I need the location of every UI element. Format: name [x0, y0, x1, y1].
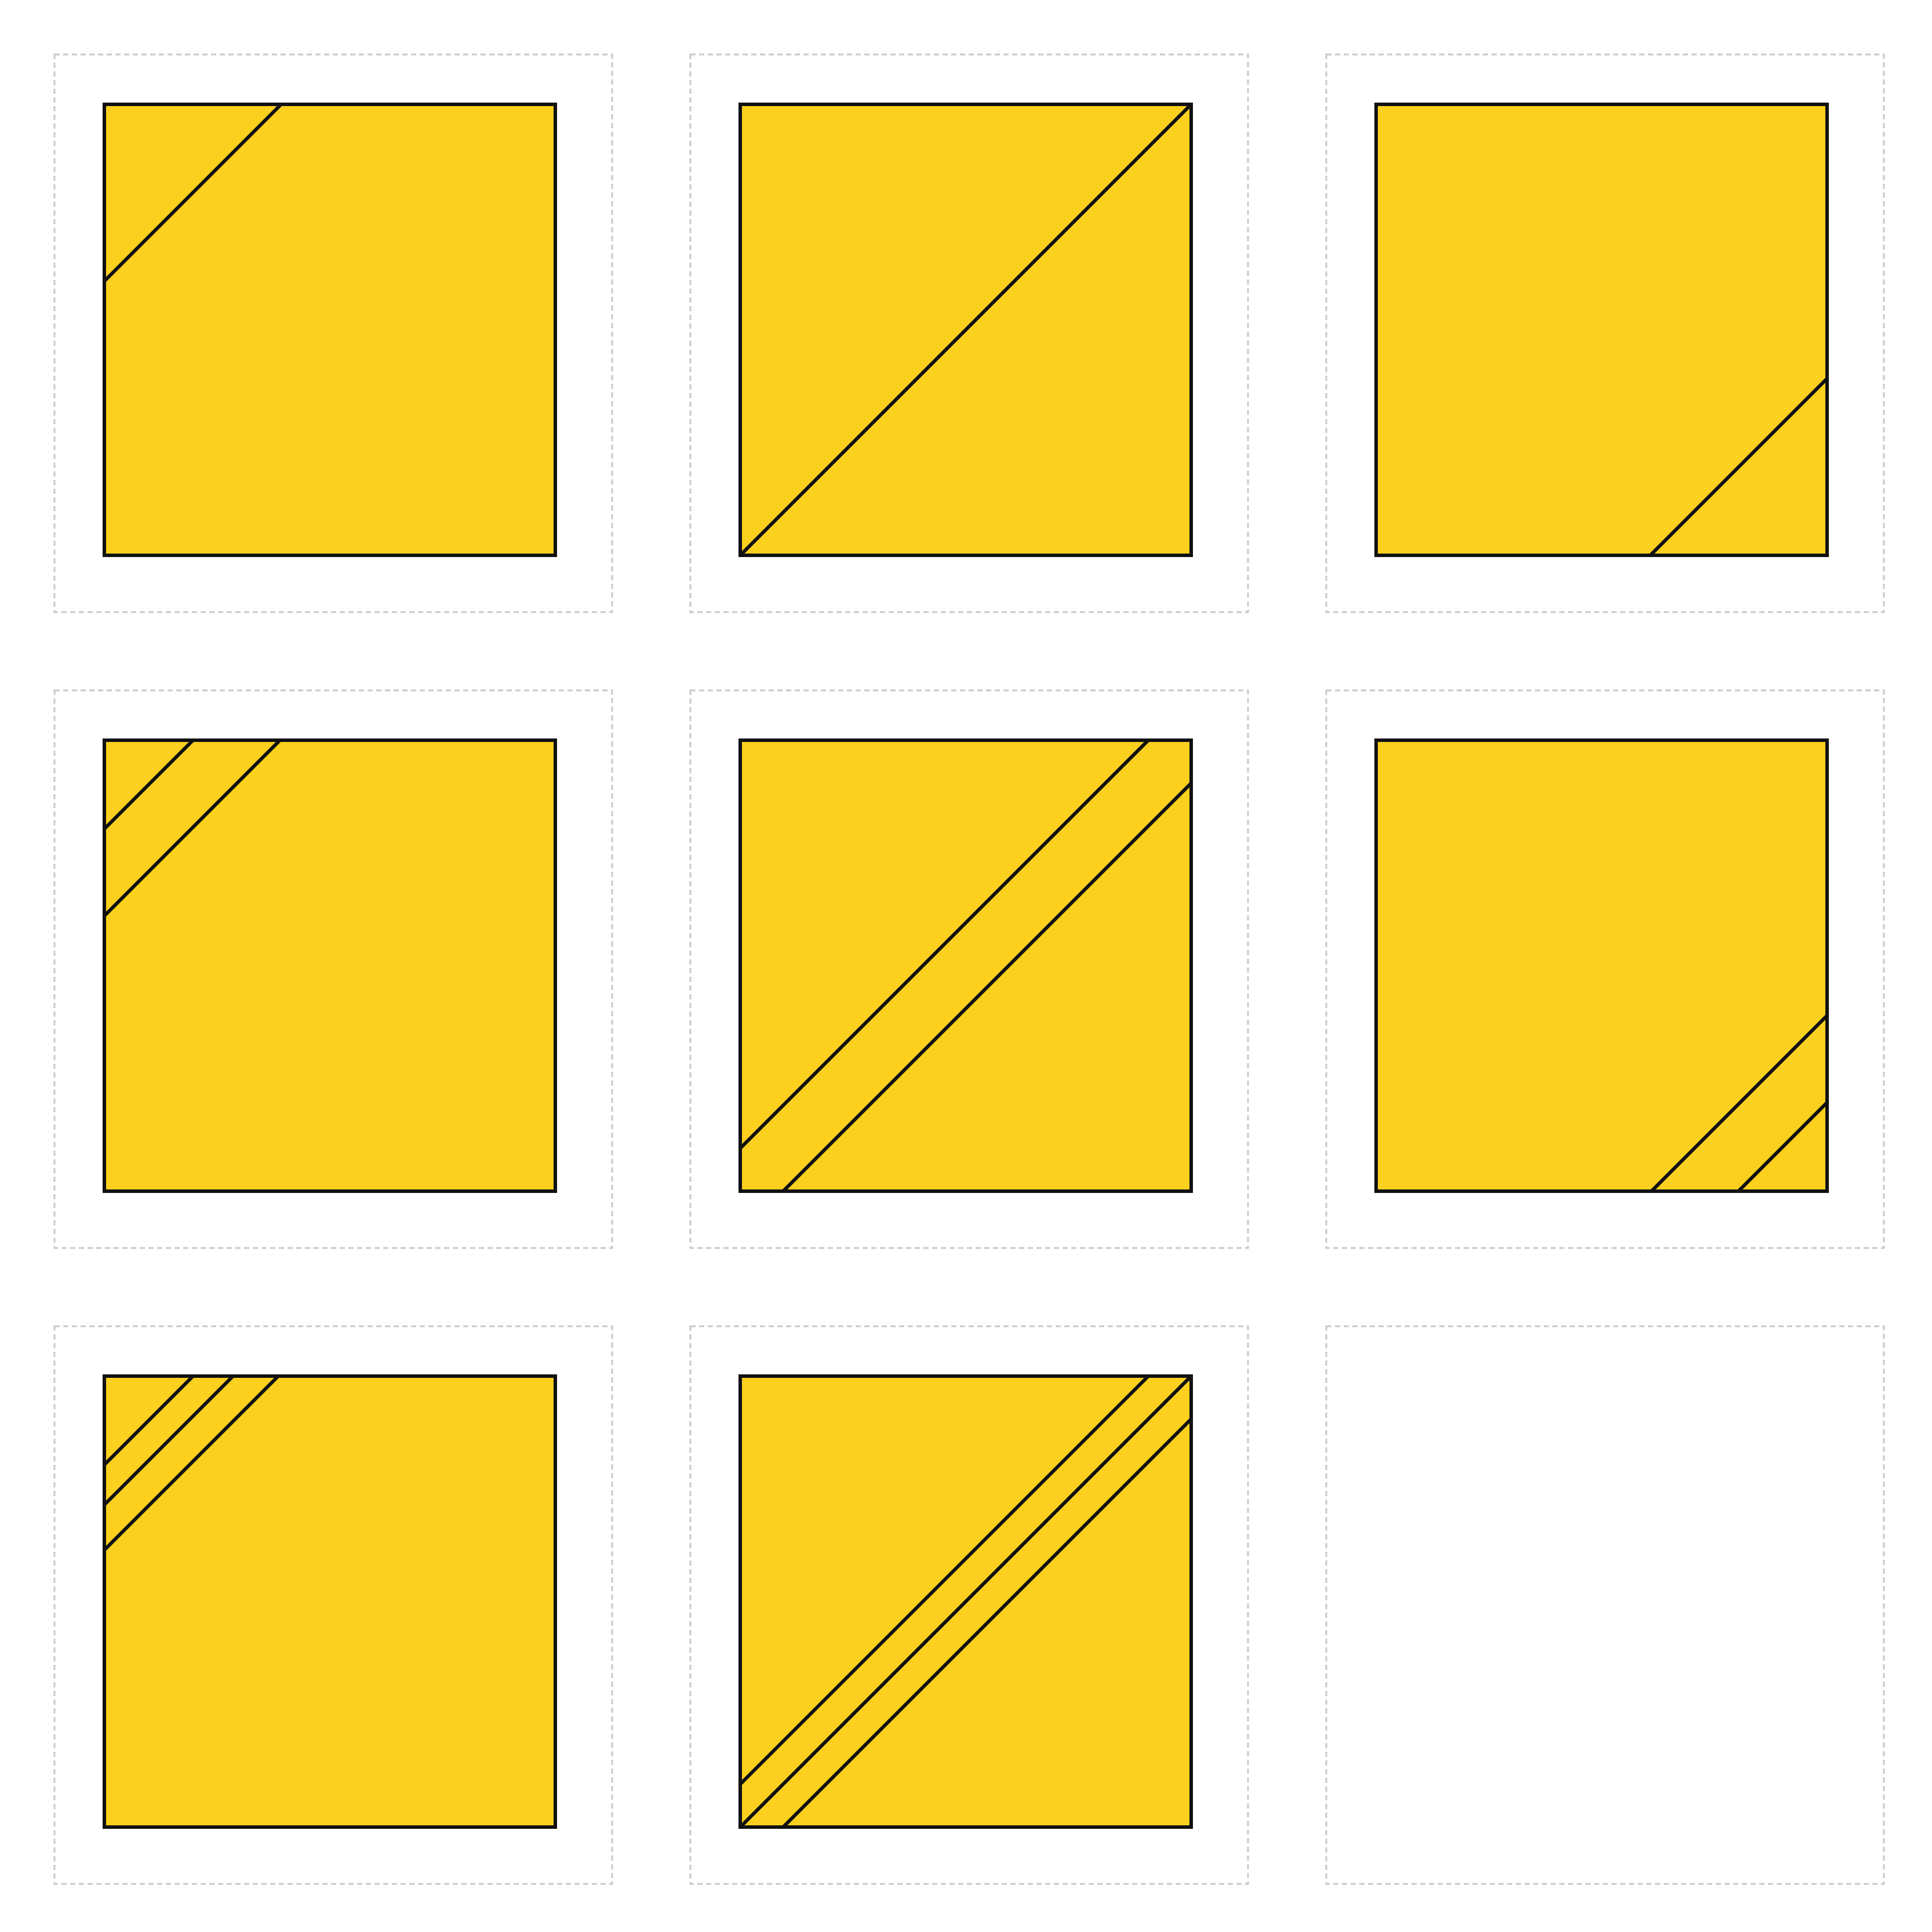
diagonal-line: [103, 738, 195, 831]
puzzle-cell-1-3: [1325, 53, 1885, 613]
cell-frame: [53, 53, 613, 613]
cell-frame: [1325, 1325, 1885, 1885]
cell-frame: [53, 1325, 613, 1885]
puzzle-cell-2-2: [689, 689, 1249, 1249]
diagonal-line: [738, 1374, 1150, 1786]
puzzle-cell-1-2: [689, 53, 1249, 613]
cell-frame: [689, 53, 1249, 613]
yellow-square: [1374, 738, 1829, 1193]
puzzle-cell-2-1: [53, 689, 613, 1249]
diagonal-line: [781, 781, 1193, 1193]
diagonal-line: [103, 738, 282, 918]
cell-frame: [689, 689, 1249, 1249]
puzzle-cell-3-1: [53, 1325, 613, 1885]
diagonal-line: [781, 1417, 1193, 1829]
cell-frame: [1325, 689, 1885, 1249]
yellow-square: [103, 1374, 557, 1829]
diagonal-line: [738, 103, 1193, 557]
yellow-square: [738, 738, 1193, 1193]
yellow-square: [1374, 103, 1829, 557]
diagonal-line: [1737, 1101, 1829, 1193]
diagonal-line: [738, 1374, 1193, 1829]
diagonal-line: [103, 1374, 235, 1507]
puzzle-cell-2-3: [1325, 689, 1885, 1249]
diagonal-line: [738, 738, 1150, 1150]
diagonal-line: [103, 1374, 280, 1552]
puzzle-cell-1-1: [53, 53, 613, 613]
puzzle-cell-3-3: [1325, 1325, 1885, 1885]
yellow-square: [103, 738, 557, 1193]
puzzle-cell-3-2: [689, 1325, 1249, 1885]
diagonal-line: [103, 103, 283, 283]
cell-frame: [689, 1325, 1249, 1885]
cell-frame: [53, 689, 613, 1249]
diagonal-line: [1649, 377, 1829, 557]
diagonal-line: [1650, 1014, 1829, 1193]
yellow-square: [103, 103, 557, 557]
cell-frame: [1325, 53, 1885, 613]
diagonal-line: [103, 1374, 195, 1467]
